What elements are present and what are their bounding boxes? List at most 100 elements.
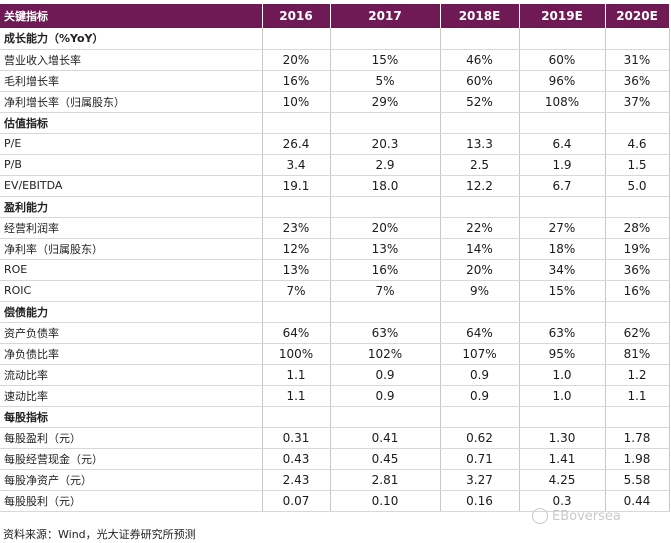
- row-label: 每股经营现金（元）: [0, 448, 263, 470]
- section-empty-cell: [519, 406, 606, 428]
- value-cell: 60%: [440, 70, 520, 92]
- value-cell: 36%: [605, 70, 670, 92]
- value-cell: 3.4: [262, 154, 331, 176]
- value-cell: 13%: [262, 259, 331, 281]
- section-empty-cell: [440, 301, 520, 323]
- value-cell: 13%: [330, 238, 441, 260]
- value-cell: 5%: [330, 70, 441, 92]
- value-cell: 63%: [330, 322, 441, 344]
- value-cell: 1.41: [519, 448, 606, 470]
- value-cell: 1.5: [605, 154, 670, 176]
- value-cell: 26.4: [262, 133, 331, 155]
- value-cell: 5.0: [605, 175, 670, 197]
- row-label: 净利增长率（归属股东）: [0, 91, 263, 113]
- source-note: 资料来源：Wind，光大证券研究所预测: [3, 528, 196, 541]
- table-row: 流动比率 1.1 0.9 0.9 1.0 1.2: [0, 364, 670, 386]
- value-cell: 0.07: [262, 490, 331, 512]
- section-empty-cell: [440, 196, 520, 218]
- value-cell: 1.1: [262, 364, 331, 386]
- value-cell: 9%: [440, 280, 520, 302]
- section-empty-cell: [330, 112, 441, 134]
- row-label: 净利率（归属股东）: [0, 238, 263, 260]
- value-cell: 20%: [330, 217, 441, 239]
- value-cell: 0.16: [440, 490, 520, 512]
- row-label: 毛利增长率: [0, 70, 263, 92]
- section-empty-cell: [519, 112, 606, 134]
- section-title: 每股指标: [0, 406, 263, 428]
- section-empty-cell: [605, 196, 670, 218]
- value-cell: 0.62: [440, 427, 520, 449]
- header-year: 2016: [262, 4, 331, 28]
- header-year: 2020E: [605, 4, 670, 28]
- table-row: 净负债比率 100% 102% 107% 95% 81%: [0, 343, 670, 365]
- table-row: 净利增长率（归属股东） 10% 29% 52% 108% 37%: [0, 91, 670, 113]
- value-cell: 20.3: [330, 133, 441, 155]
- value-cell: 15%: [519, 280, 606, 302]
- row-label: 每股盈利（元）: [0, 427, 263, 449]
- value-cell: 20%: [262, 49, 331, 71]
- section-row: 盈利能力: [0, 196, 670, 218]
- value-cell: 34%: [519, 259, 606, 281]
- value-cell: 64%: [262, 322, 331, 344]
- section-row: 每股指标: [0, 406, 670, 428]
- value-cell: 7%: [262, 280, 331, 302]
- row-label: EV/EBITDA: [0, 175, 263, 197]
- value-cell: 5.58: [605, 469, 670, 491]
- value-cell: 0.10: [330, 490, 441, 512]
- value-cell: 64%: [440, 322, 520, 344]
- value-cell: 28%: [605, 217, 670, 239]
- value-cell: 4.25: [519, 469, 606, 491]
- value-cell: 4.6: [605, 133, 670, 155]
- section-empty-cell: [605, 28, 670, 50]
- value-cell: 16%: [330, 259, 441, 281]
- table-row: 每股股利（元） 0.07 0.10 0.16 0.3 0.44: [0, 490, 670, 512]
- value-cell: 0.3: [519, 490, 606, 512]
- section-empty-cell: [605, 406, 670, 428]
- table-row: 每股经营现金（元） 0.43 0.45 0.71 1.41 1.98: [0, 448, 670, 470]
- section-empty-cell: [330, 196, 441, 218]
- table-row: 每股盈利（元） 0.31 0.41 0.62 1.30 1.78: [0, 427, 670, 449]
- value-cell: 12%: [262, 238, 331, 260]
- watermark: EBoversea: [532, 508, 621, 524]
- section-empty-cell: [330, 406, 441, 428]
- table-row: 毛利增长率 16% 5% 60% 96% 36%: [0, 70, 670, 92]
- row-label: 营业收入增长率: [0, 49, 263, 71]
- row-label: 资产负债率: [0, 322, 263, 344]
- value-cell: 1.0: [519, 364, 606, 386]
- value-cell: 46%: [440, 49, 520, 71]
- value-cell: 0.41: [330, 427, 441, 449]
- value-cell: 27%: [519, 217, 606, 239]
- section-title: 成长能力（%YoY）: [0, 28, 263, 50]
- value-cell: 60%: [519, 49, 606, 71]
- value-cell: 100%: [262, 343, 331, 365]
- section-empty-cell: [605, 301, 670, 323]
- wechat-logo-icon: [532, 508, 548, 524]
- section-empty-cell: [330, 301, 441, 323]
- value-cell: 2.43: [262, 469, 331, 491]
- row-label: 经营利润率: [0, 217, 263, 239]
- table-body: 成长能力（%YoY） 营业收入增长率 20% 15% 46% 60% 31% 毛利增长率 16%…: [0, 28, 670, 512]
- header-label: 关键指标: [0, 4, 263, 28]
- value-cell: 18%: [519, 238, 606, 260]
- value-cell: 16%: [262, 70, 331, 92]
- header-year: 2018E: [440, 4, 520, 28]
- table-row: ROIC 7% 7% 9% 15% 16%: [0, 280, 670, 302]
- section-empty-cell: [519, 196, 606, 218]
- value-cell: 31%: [605, 49, 670, 71]
- value-cell: 15%: [330, 49, 441, 71]
- value-cell: 2.9: [330, 154, 441, 176]
- table-row: P/E 26.4 20.3 13.3 6.4 4.6: [0, 133, 670, 155]
- table-row: EV/EBITDA 19.1 18.0 12.2 6.7 5.0: [0, 175, 670, 197]
- value-cell: 2.81: [330, 469, 441, 491]
- value-cell: 23%: [262, 217, 331, 239]
- value-cell: 29%: [330, 91, 441, 113]
- value-cell: 81%: [605, 343, 670, 365]
- value-cell: 20%: [440, 259, 520, 281]
- section-empty-cell: [519, 301, 606, 323]
- value-cell: 18.0: [330, 175, 441, 197]
- value-cell: 1.1: [262, 385, 331, 407]
- value-cell: 62%: [605, 322, 670, 344]
- value-cell: 0.9: [440, 364, 520, 386]
- section-empty-cell: [440, 28, 520, 50]
- value-cell: 63%: [519, 322, 606, 344]
